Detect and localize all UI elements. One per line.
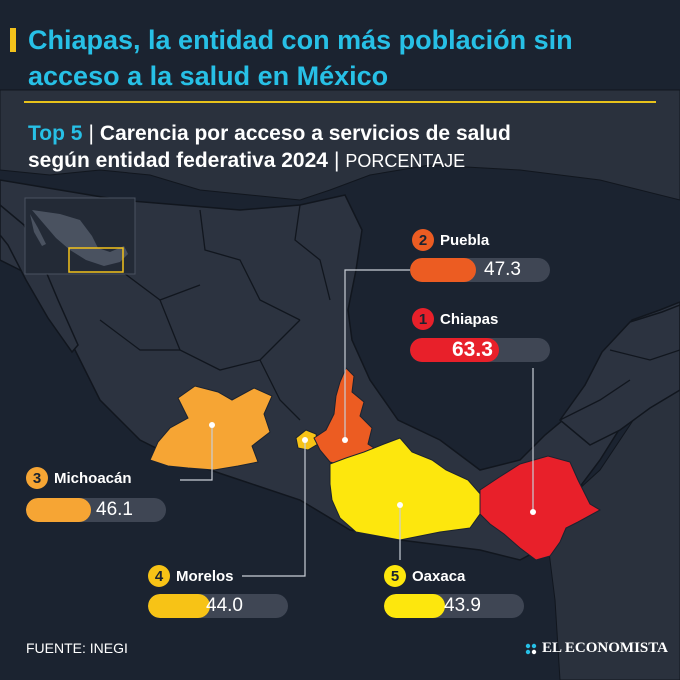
page-title: Chiapas, la entidad con más población si… xyxy=(28,25,573,91)
rank-label-morelos: 4 Morelos xyxy=(148,564,234,588)
subtitle-unit: PORCENTAJE xyxy=(345,151,466,171)
value-label: 43.9 xyxy=(444,595,481,616)
leader-dots xyxy=(209,422,536,515)
state-name: Michoacán xyxy=(54,469,132,487)
value-bar-oaxaca: 43.9 xyxy=(384,594,524,618)
locator-inset xyxy=(24,197,136,275)
neighbor-land-south xyxy=(544,379,680,680)
value-bar-chiapas: 63.3 xyxy=(410,338,550,362)
value-label: 63.3 xyxy=(452,338,493,361)
subtitle-top5: Top 5 xyxy=(28,122,83,145)
state-michoacan xyxy=(149,385,273,471)
subtitle-line-2: según entidad federativa 2024 | PORCENTAJE xyxy=(28,147,465,175)
brand-name: EL ECONOMISTA xyxy=(542,640,668,656)
value-bar-puebla: 47.3 xyxy=(410,258,550,282)
source-note: FUENTE: INEGI xyxy=(26,640,128,656)
rank-badge: 2 xyxy=(412,229,434,251)
subtitle-line-1: Top 5 | Carencia por acceso a servicios de… xyxy=(28,120,511,148)
subtitle-part-2: según entidad federativa 2024 xyxy=(28,149,328,172)
mexico-land xyxy=(0,179,680,561)
rank-label-michoacan: 3 Michoacán xyxy=(26,466,132,490)
value-label: 47.3 xyxy=(484,259,521,280)
rank-badge: 1 xyxy=(412,308,434,330)
value-bar-fill xyxy=(148,594,210,618)
rank-label-puebla: 2 Puebla xyxy=(412,228,489,252)
value-bar-fill xyxy=(26,498,91,522)
state-oaxaca xyxy=(329,437,483,541)
state-chiapas xyxy=(479,455,602,561)
value-bar-morelos: 44.0 xyxy=(148,594,288,618)
subtitle-separator: | xyxy=(88,122,94,145)
leader-lines xyxy=(180,269,534,577)
brand-dots-icon xyxy=(525,643,537,654)
yucatan-land xyxy=(558,304,680,446)
neighbor-land-north xyxy=(0,89,680,201)
subtitle-separator-2: | xyxy=(333,149,340,172)
title-accent-bar xyxy=(10,28,16,52)
value-bar-fill xyxy=(410,338,499,362)
header-divider xyxy=(24,101,656,103)
rank-label-oaxaca: 5 Oaxaca xyxy=(384,564,465,588)
value-bar-fill xyxy=(410,258,477,282)
value-bar-fill xyxy=(384,594,446,618)
state-name: Puebla xyxy=(440,231,490,249)
state-name: Oaxaca xyxy=(412,567,466,585)
value-label: 44.0 xyxy=(206,595,243,616)
subtitle-part-1: Carencia por acceso a servicios de salud xyxy=(99,122,511,145)
state-name: Morelos xyxy=(176,567,234,585)
rank-badge: 4 xyxy=(148,565,170,587)
value-label: 46.1 xyxy=(96,499,133,520)
value-bar-michoacan: 46.1 xyxy=(26,498,166,522)
rank-label-chiapas: 1 Chiapas xyxy=(412,307,498,331)
rank-badge: 3 xyxy=(26,467,48,489)
brand-logo: EL ECONOMISTA xyxy=(524,640,668,657)
state-name: Chiapas xyxy=(440,310,499,328)
rank-badge: 5 xyxy=(384,565,406,587)
